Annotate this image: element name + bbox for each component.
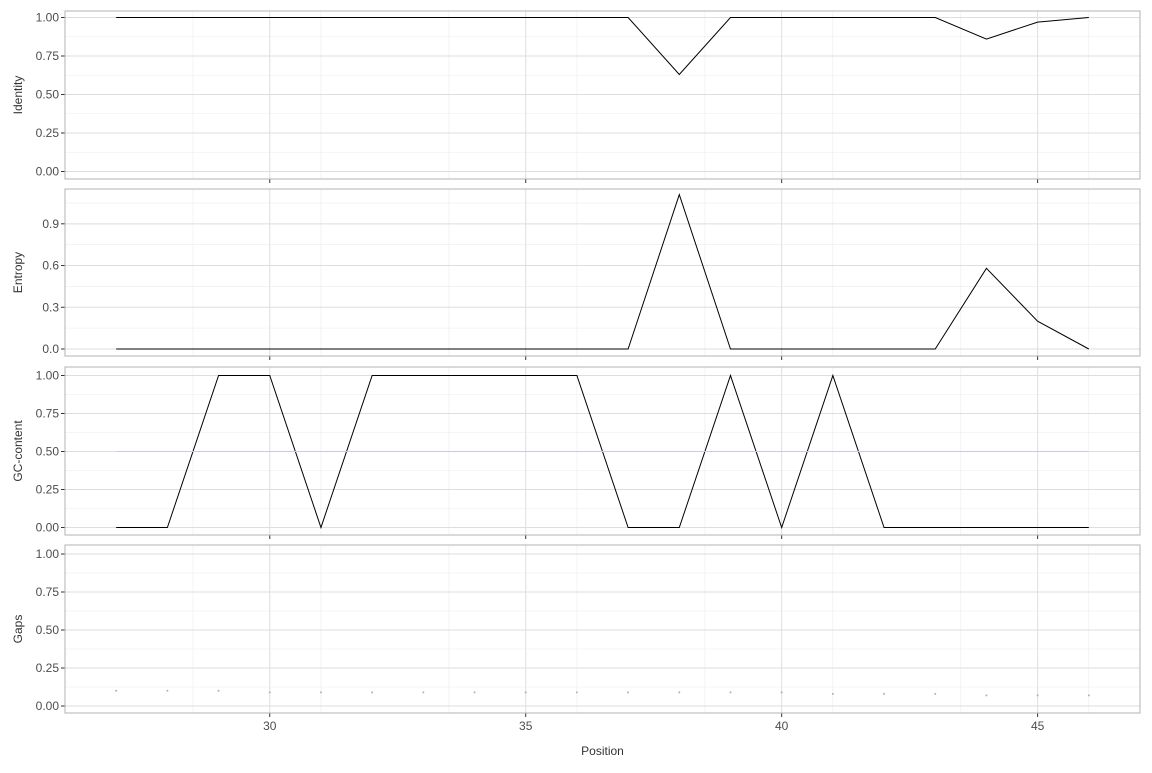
x-tick-label: 35	[519, 719, 533, 733]
y-tick-label: 0.00	[36, 521, 60, 535]
data-point	[422, 691, 425, 694]
y-tick-label: 1.00	[36, 369, 60, 383]
y-tick-label: 0.9	[42, 217, 59, 231]
y-tick-label: 0.50	[36, 445, 60, 459]
data-point	[831, 692, 834, 695]
y-axis-title: Identity	[11, 76, 25, 115]
y-tick-label: 0.75	[36, 49, 60, 63]
data-point	[627, 691, 630, 694]
y-tick-label: 0.6	[42, 259, 59, 273]
y-tick-label: 0.25	[36, 483, 60, 497]
data-point	[985, 694, 988, 697]
data-point	[115, 689, 118, 692]
panel-border	[64, 10, 1141, 180]
y-tick-label: 1.00	[36, 11, 60, 25]
y-tick-label: 0.50	[36, 623, 60, 637]
y-tick-label: 0.25	[36, 126, 60, 140]
y-tick-label: 0.25	[36, 661, 60, 675]
data-point	[780, 691, 783, 694]
y-axis-title: Gaps	[11, 615, 25, 644]
series-line	[116, 193, 1090, 350]
data-point	[729, 691, 732, 694]
y-tick-label: 0.75	[36, 585, 60, 599]
y-tick-label: 0.00	[36, 699, 60, 713]
y-tick-label: 0.3	[42, 300, 59, 314]
data-point	[217, 689, 220, 692]
y-axis-title: GC-content	[11, 420, 25, 482]
data-point	[1036, 694, 1039, 697]
data-point	[524, 691, 527, 694]
data-point	[268, 691, 271, 694]
y-tick-label: 0.75	[36, 407, 60, 421]
panel-border	[64, 366, 1141, 536]
x-tick-label: 30	[263, 719, 277, 733]
data-point	[371, 691, 374, 694]
series-line	[116, 17, 1089, 76]
x-tick-label: 45	[1031, 719, 1045, 733]
data-point	[166, 689, 169, 692]
panel-border	[64, 544, 1141, 714]
y-axis-title: Entropy	[11, 252, 25, 293]
data-point	[473, 691, 476, 694]
data-point	[1087, 694, 1090, 697]
y-tick-label: 0.00	[36, 165, 60, 179]
y-tick-label: 1.00	[36, 547, 60, 561]
data-point	[678, 691, 681, 694]
y-tick-label: 0.0	[42, 342, 59, 356]
data-point	[934, 692, 937, 695]
y-tick-label: 0.50	[36, 88, 60, 102]
data-point	[319, 691, 322, 694]
panel-border	[64, 188, 1141, 357]
data-point	[575, 691, 578, 694]
x-tick-label: 40	[775, 719, 789, 733]
data-point	[883, 692, 886, 695]
x-axis-title: Position	[581, 744, 624, 758]
